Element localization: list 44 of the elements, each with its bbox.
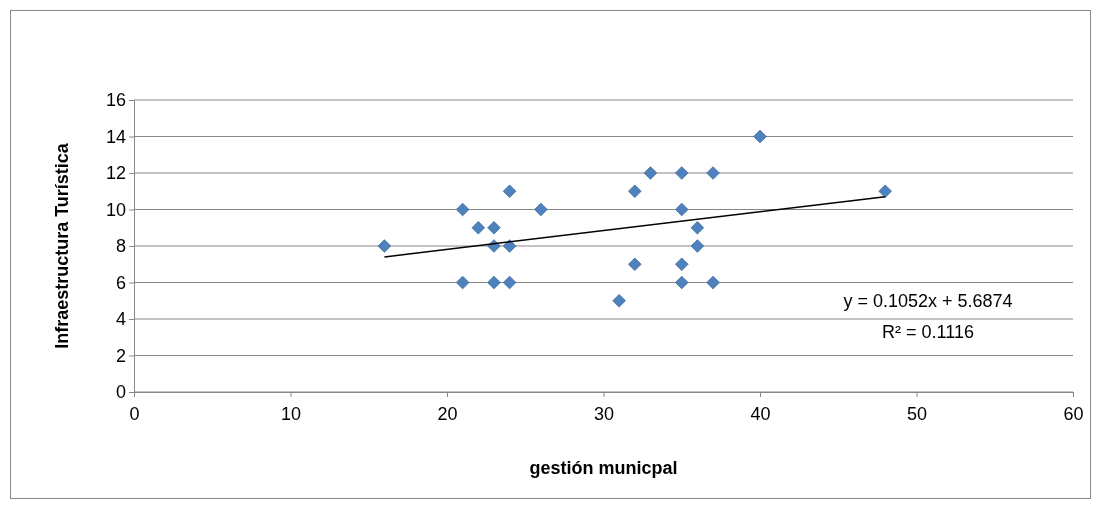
point [643,166,658,180]
point [690,221,705,235]
y-tick-label: 0 [115,382,126,403]
point [487,275,501,290]
x-tick-label: 40 [750,403,771,424]
x-tick-label: 50 [906,403,928,424]
point [706,275,720,290]
point [612,294,626,308]
point [502,275,517,290]
point [675,257,689,271]
point [534,202,548,217]
y-tick-label: 16 [105,90,126,111]
annotation: y = 0.1052x + 5.6874 [843,291,1013,311]
point [753,129,767,144]
y-tick-label: 4 [115,309,126,330]
x-tick-label: 20 [437,403,458,424]
x-axis-title: gestión municpal [529,458,678,478]
x-tick-label: 30 [593,403,615,424]
x-tick-label: 60 [1063,403,1084,424]
point [487,221,501,235]
x-tick-label: 0 [129,403,140,424]
y-axis-title: Infraestructura Turística [52,142,72,349]
point [455,202,470,217]
point [502,239,517,253]
x-tick-label: 10 [280,403,302,424]
point [706,166,720,180]
point [471,221,486,235]
point [675,202,689,217]
point [878,184,892,198]
y-tick-label: 14 [105,126,126,147]
point [628,257,642,271]
y-tick-label: 12 [105,163,126,184]
y-tick-label: 8 [115,236,126,257]
y-tick-label: 10 [105,199,126,220]
annotation: R² = 0.1116 [882,322,974,342]
point [455,275,470,290]
point [675,275,689,290]
y-tick-label: 6 [115,272,126,293]
y-tick-label: 2 [115,345,126,366]
point [628,184,642,198]
point [377,239,392,253]
point [690,239,705,253]
point [675,166,689,180]
point [502,184,517,198]
